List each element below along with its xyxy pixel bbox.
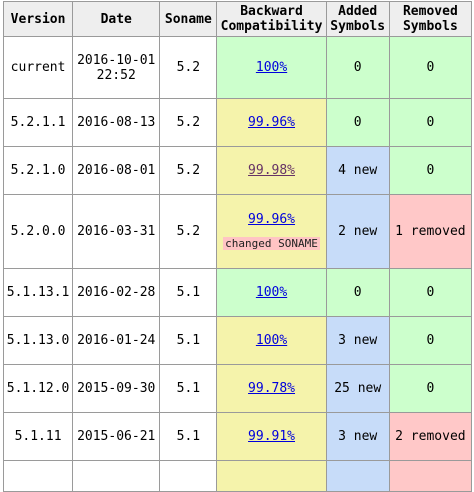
col-header-added-line2: Symbols <box>330 19 386 34</box>
added-symbols-cell: 3 new <box>325 316 390 365</box>
soname-cell: 5.1 <box>159 268 218 317</box>
table-row: 5.1.12.0 2015-09-30 5.1 99.78% 25 new 0 <box>2 364 473 413</box>
added-symbols-cell: 3 new <box>325 412 390 461</box>
compat-cell: 100% <box>216 316 327 365</box>
version-cell: 5.1.12.0 <box>2 364 74 413</box>
version-cell: 5.1.13.0 <box>2 316 74 365</box>
table-row: 5.1.13.0 2016-01-24 5.1 100% 3 new 0 <box>2 316 473 365</box>
removed-symbols-cell: 0 <box>388 364 473 413</box>
date-cell: 2016-08-13 <box>72 98 161 147</box>
added-symbols-cell: 0 <box>325 36 390 99</box>
table-row: 5.1.13.1 2016-02-28 5.1 100% 0 0 <box>2 268 473 317</box>
date-cell: 2016-02-28 <box>72 268 161 317</box>
compat-cell <box>216 460 327 492</box>
date-cell <box>72 460 161 492</box>
removed-symbols-cell: 2 removed <box>388 412 473 461</box>
table-row-partial <box>2 460 473 492</box>
col-header-version-label: Version <box>10 11 66 27</box>
date-cell: 2015-06-21 <box>72 412 161 461</box>
soname-cell: 5.2 <box>159 98 218 147</box>
soname-cell: 5.1 <box>159 412 218 461</box>
added-symbols-cell: 0 <box>325 98 390 147</box>
col-header-added-symbols: Added Symbols <box>325 1 390 37</box>
date-cell: 2016-01-24 <box>72 316 161 365</box>
col-header-removed-line1: Removed <box>402 4 458 19</box>
compat-report-link[interactable]: 99.96% <box>248 115 296 130</box>
version-cell: current <box>2 36 74 99</box>
removed-symbols-cell <box>388 460 473 492</box>
table-row: current 2016-10-01 22:52 5.2 100% 0 0 <box>2 36 473 99</box>
col-header-backward-line2: Compatibility <box>220 19 323 34</box>
col-header-version: Version <box>2 1 74 37</box>
date-text: 2016-10-01 <box>77 52 156 68</box>
soname-cell: 5.2 <box>159 146 218 195</box>
soname-cell: 5.2 <box>159 194 218 269</box>
removed-symbols-cell: 1 removed <box>388 194 473 269</box>
added-symbols-cell: 4 new <box>325 146 390 195</box>
table-row: 5.1.11 2015-06-21 5.1 99.91% 3 new 2 rem… <box>2 412 473 461</box>
compat-report-link[interactable]: 100% <box>255 285 288 300</box>
soname-cell: 5.2 <box>159 36 218 99</box>
col-header-soname: Soname <box>159 1 218 37</box>
version-cell: 5.1.13.1 <box>2 268 74 317</box>
col-header-backward-compatibility: Backward Compatibility <box>216 1 327 37</box>
soname-cell: 5.1 <box>159 316 218 365</box>
version-cell: 5.2.0.0 <box>2 194 74 269</box>
removed-symbols-cell: 0 <box>388 98 473 147</box>
compat-cell: 99.96% <box>216 98 327 147</box>
time-text: 22:52 <box>96 67 136 83</box>
compat-report-link[interactable]: 99.96% <box>248 212 296 227</box>
compat-cell: 99.91% <box>216 412 327 461</box>
col-header-added-line1: Added <box>338 4 378 19</box>
added-symbols-cell <box>325 460 390 492</box>
compat-cell: 99.98% <box>216 146 327 195</box>
col-header-date-label: Date <box>100 11 132 27</box>
version-cell: 5.1.11 <box>2 412 74 461</box>
col-header-removed-symbols: Removed Symbols <box>388 1 473 37</box>
compat-report-link[interactable]: 100% <box>255 60 288 75</box>
changed-soname-badge: changed SONAME <box>223 237 320 250</box>
table-row: 5.2.0.0 2016-03-31 5.2 99.96% changed SON… <box>2 194 473 269</box>
col-header-date: Date <box>72 1 161 37</box>
compat-cell: 99.78% <box>216 364 327 413</box>
added-symbols-cell: 2 new <box>325 194 390 269</box>
compat-report-link[interactable]: 99.98% <box>248 163 296 178</box>
soname-cell: 5.1 <box>159 364 218 413</box>
compat-report-link[interactable]: 99.78% <box>248 381 296 396</box>
version-cell: 5.2.1.1 <box>2 98 74 147</box>
version-cell <box>2 460 74 492</box>
removed-symbols-cell: 0 <box>388 316 473 365</box>
compat-cell: 100% <box>216 36 327 99</box>
removed-symbols-cell: 0 <box>388 146 473 195</box>
date-cell: 2016-03-31 <box>72 194 161 269</box>
compat-report-link[interactable]: 99.91% <box>248 429 296 444</box>
compat-cell: 99.96% changed SONAME <box>216 194 327 269</box>
added-symbols-cell: 25 new <box>325 364 390 413</box>
col-header-backward-line1: Backward <box>240 4 303 19</box>
col-header-soname-label: Soname <box>164 11 212 27</box>
compat-cell: 100% <box>216 268 327 317</box>
soname-cell <box>159 460 218 492</box>
removed-symbols-cell: 0 <box>388 36 473 99</box>
version-cell: 5.2.1.0 <box>2 146 74 195</box>
compat-report-link[interactable]: 100% <box>255 333 288 348</box>
date-cell: 2015-09-30 <box>72 364 161 413</box>
removed-symbols-cell: 0 <box>388 268 473 317</box>
added-symbols-cell: 0 <box>325 268 390 317</box>
table-row: 5.2.1.1 2016-08-13 5.2 99.96% 0 0 <box>2 98 473 147</box>
header-row: Version Date Soname Backward Compatibilit… <box>2 1 473 37</box>
table-row: 5.2.1.0 2016-08-01 5.2 99.98% 4 new 0 <box>2 146 473 195</box>
col-header-removed-line2: Symbols <box>402 19 458 34</box>
date-cell: 2016-08-01 <box>72 146 161 195</box>
date-cell: 2016-10-01 22:52 <box>72 36 161 99</box>
